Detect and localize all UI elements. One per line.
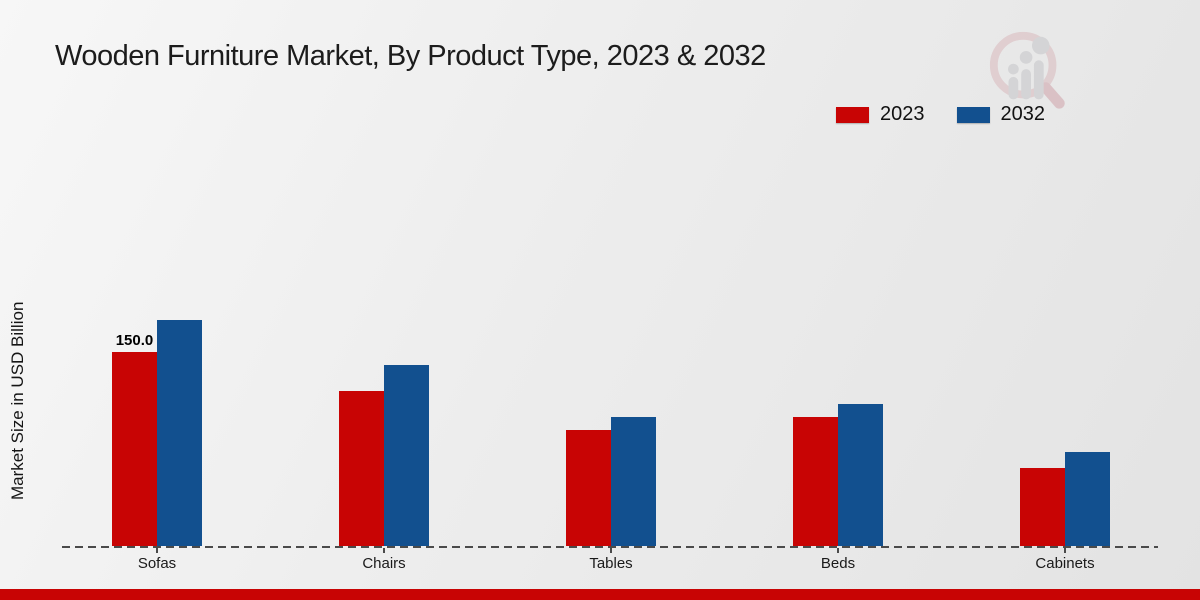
legend-swatch-2023 [836, 106, 869, 123]
x-axis-tick [837, 548, 839, 553]
legend-swatch-2032 [956, 106, 990, 123]
legend-label-2023: 2023 [880, 103, 925, 125]
legend: 2023 2032 [836, 103, 1045, 126]
bar-2023-beds [793, 417, 838, 546]
legend-label-2032: 2032 [1000, 103, 1046, 125]
bar-value-label: 150.0 [115, 332, 154, 349]
bar-2032-tables [611, 417, 656, 546]
x-axis-tick [156, 548, 158, 553]
bar-2023-chairs [339, 391, 384, 546]
bar-2023-sofas [112, 352, 157, 546]
x-axis-tick [383, 548, 385, 553]
bar-2023-cabinets [1020, 468, 1065, 546]
bar-2032-cabinets [1065, 452, 1110, 546]
bar-2032-chairs [384, 365, 429, 546]
x-axis-tick [1064, 548, 1066, 553]
category-label-sofas: Sofas [137, 555, 177, 572]
bar-2032-beds [838, 404, 883, 546]
magnifier-growth-chart-logo-icon [989, 31, 1065, 109]
footer-red-bar [0, 589, 1200, 600]
category-label-tables: Tables [589, 555, 633, 572]
category-label-cabinets: Cabinets [1035, 555, 1095, 572]
bar-2032-sofas [157, 320, 202, 546]
legend-item-2032: 2032 [956, 103, 1046, 126]
x-axis-dashed-line [62, 546, 1158, 548]
chart-title: Wooden Furniture Market, By Product Type… [55, 40, 766, 72]
x-axis-tick [610, 548, 612, 553]
category-label-chairs: Chairs [362, 555, 406, 572]
bar-2023-tables [566, 430, 611, 546]
legend-item-2023: 2023 [836, 103, 925, 126]
category-label-beds: Beds [820, 555, 856, 572]
